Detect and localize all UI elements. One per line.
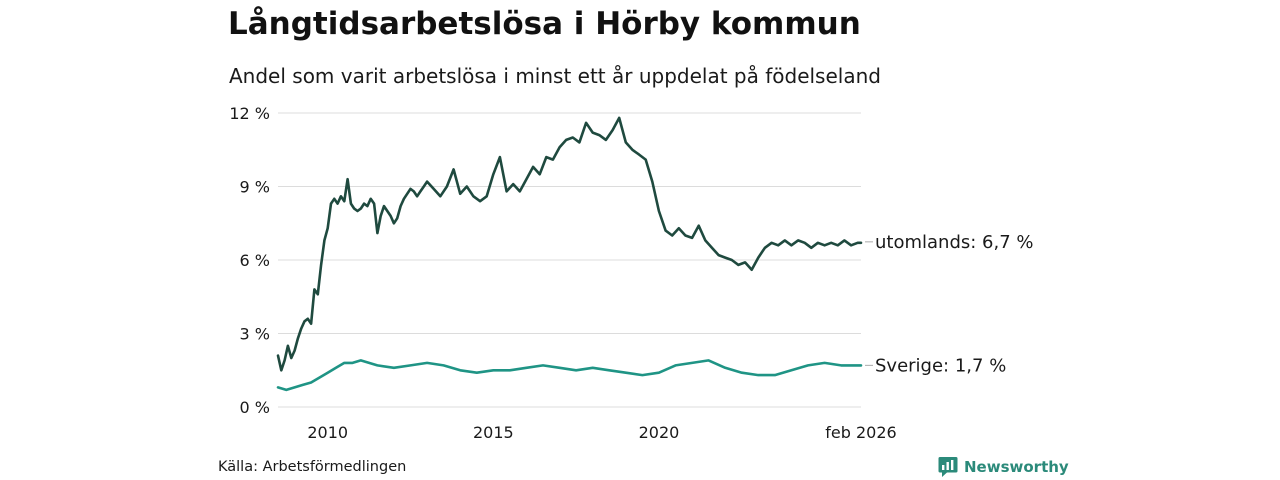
x-axis: 2010 2015 2020 feb 2026: [307, 423, 896, 442]
brand-logo: Newsworthy: [938, 456, 1069, 478]
series-group: [276, 116, 863, 392]
x-tick-label: 2010: [307, 423, 348, 442]
series-line-sverige: [276, 359, 863, 392]
chart-subtitle: Andel som varit arbetslösa i minst ett å…: [229, 64, 881, 88]
x-tick-label: 2015: [473, 423, 514, 442]
y-tick-label: 3 %: [240, 325, 270, 344]
newsworthy-icon: [938, 457, 958, 477]
y-tick-label: 12 %: [229, 104, 270, 123]
y-tick-label: 6 %: [240, 251, 270, 270]
gridlines: [278, 112, 861, 408]
end-label-sverige: Sverige: 1,7 %: [875, 355, 1006, 376]
chart-title: Långtidsarbetslösa i Hörby kommun: [228, 6, 861, 42]
source-note: Källa: Arbetsförmedlingen: [218, 459, 407, 475]
x-tick-label: feb 2026: [825, 423, 896, 442]
y-tick-label: 0 %: [240, 398, 270, 417]
brand-name: Newsworthy: [964, 458, 1069, 476]
end-label-utomlands: utomlands: 6,7 %: [875, 232, 1034, 253]
x-tick-label: 2020: [639, 423, 680, 442]
y-axis: 0 % 3 % 6 % 9 % 12 %: [229, 104, 270, 417]
end-labels: utomlands: 6,7 % Sverige: 1,7 %: [865, 232, 1034, 376]
series-line-utomlands: [276, 116, 863, 372]
y-tick-label: 9 %: [240, 178, 270, 197]
